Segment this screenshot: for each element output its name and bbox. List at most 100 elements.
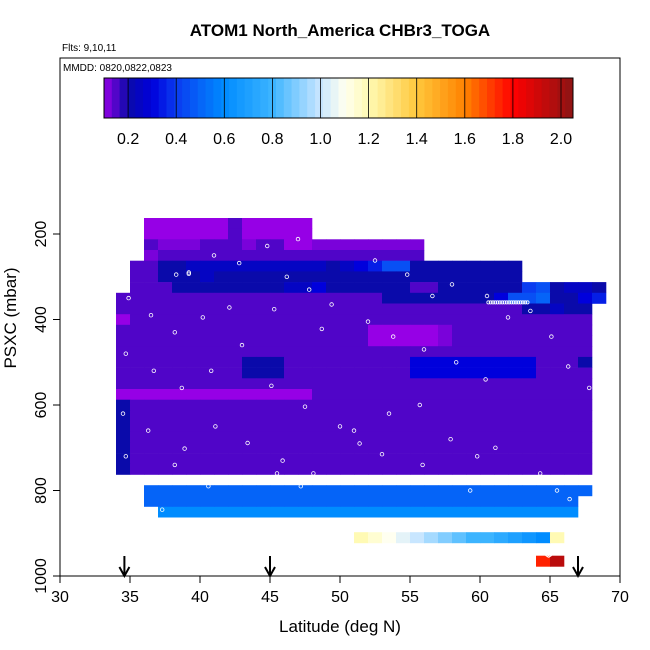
heatmap-cell xyxy=(410,442,425,454)
sample-point xyxy=(295,236,301,242)
heatmap-cell xyxy=(452,335,467,347)
heatmap-cell xyxy=(564,453,579,465)
heatmap-cell xyxy=(452,271,467,283)
colorbar-segment xyxy=(221,78,230,118)
heatmap-cell xyxy=(284,314,299,326)
heatmap-cell xyxy=(116,335,131,347)
heatmap-cell xyxy=(578,421,593,432)
heatmap-cell xyxy=(522,314,537,326)
heatmap-cell xyxy=(214,239,229,251)
heatmap-cell xyxy=(256,506,271,518)
heatmap-cell xyxy=(382,346,397,358)
heatmap-cell xyxy=(522,485,537,497)
heatmap-cell xyxy=(368,367,383,379)
heatmap-cell xyxy=(452,303,467,315)
heatmap-cell xyxy=(424,335,439,347)
heatmap-cell xyxy=(424,431,439,443)
heatmap-cell xyxy=(284,356,299,368)
heatmap-cell xyxy=(130,463,145,475)
heatmap-cell xyxy=(186,292,201,304)
heatmap-cell xyxy=(144,389,159,400)
heatmap-cell xyxy=(326,335,341,347)
sample-point xyxy=(449,282,455,287)
heatmap-cell xyxy=(270,239,285,251)
heatmap-cell xyxy=(564,506,579,518)
heatmap-cell xyxy=(480,410,495,422)
heatmap-cell xyxy=(298,239,313,251)
heatmap-cell xyxy=(396,239,411,251)
heatmap-cell xyxy=(326,260,341,272)
x-tick-label: 70 xyxy=(611,589,629,606)
heatmap-cell xyxy=(186,442,201,454)
heatmap-cell xyxy=(256,218,271,229)
heatmap-cell xyxy=(578,292,593,304)
heatmap-cell xyxy=(158,292,173,304)
x-axis-ticks: 30 35 40 45 50 55 60 65 70 xyxy=(51,576,629,606)
heatmap-cell xyxy=(536,356,551,368)
colorbar-segment xyxy=(408,78,418,118)
heatmap-cell xyxy=(466,485,481,497)
heatmap-cell xyxy=(144,239,159,251)
heatmap-cell xyxy=(438,356,453,368)
heatmap-cell xyxy=(452,431,467,443)
heatmap-cell xyxy=(172,239,187,251)
heatmap-cell xyxy=(368,410,383,422)
heatmap-cell xyxy=(438,389,453,400)
colorbar-segment xyxy=(541,78,550,118)
heatmap-cell xyxy=(550,314,565,326)
heatmap-cell xyxy=(522,356,537,368)
heatmap-cell xyxy=(214,506,229,518)
heatmap-cell xyxy=(340,303,355,315)
down-arrow-icon xyxy=(264,556,276,579)
colorbar-segment xyxy=(424,78,433,118)
y-tick-label: 800 xyxy=(33,477,50,504)
heatmap-cell xyxy=(396,324,411,336)
colorbar-segment xyxy=(463,78,472,118)
heatmap-cell xyxy=(396,485,411,497)
heatmap-cell xyxy=(284,260,299,272)
heatmap-cell xyxy=(536,463,551,475)
heatmap-cell xyxy=(494,532,509,544)
heatmap-cell xyxy=(326,389,341,400)
heatmap-cell xyxy=(578,324,593,336)
heatmap-cell xyxy=(452,506,467,518)
heatmap-cell xyxy=(270,292,285,304)
heatmap-cell xyxy=(522,532,537,544)
heatmap-cell xyxy=(158,378,173,390)
heatmap-cell xyxy=(564,495,579,507)
heatmap-cell xyxy=(522,453,537,465)
sample-point xyxy=(523,300,528,305)
heatmap-cell xyxy=(298,453,313,465)
heatmap-cell xyxy=(312,485,327,497)
heatmap-cell xyxy=(214,431,229,443)
heatmap-cell xyxy=(438,282,453,294)
sample-point xyxy=(518,300,523,305)
heatmap-cell xyxy=(550,453,565,465)
heatmap-cell xyxy=(396,421,411,432)
sample-point xyxy=(386,411,392,416)
heatmap-cell xyxy=(298,228,313,240)
heatmap-cell xyxy=(214,356,229,368)
heatmap-cell xyxy=(480,506,495,518)
heatmap-cell xyxy=(508,292,523,304)
heatmap-cell xyxy=(564,399,579,411)
heatmap-cell xyxy=(130,378,145,390)
heatmap-cell xyxy=(480,292,495,304)
y-tick-label: 600 xyxy=(33,392,50,419)
heatmap-cell xyxy=(452,421,467,432)
heatmap-cell xyxy=(340,410,355,422)
heatmap-cell xyxy=(158,410,173,422)
colorbar-segment xyxy=(213,78,222,118)
sample-point xyxy=(319,326,324,332)
heatmap-cell xyxy=(158,271,173,283)
heatmap-cell xyxy=(270,314,285,326)
heatmap-cell xyxy=(550,495,565,507)
chart-title: ATOM1 North_America CHBr3_TOGA xyxy=(190,21,490,40)
heatmap-cell xyxy=(256,303,271,315)
heatmap-cell xyxy=(158,463,173,475)
heatmap-cell xyxy=(536,335,551,347)
sample-point xyxy=(337,424,343,429)
heatmap-cell xyxy=(564,303,579,315)
heatmap-cell xyxy=(466,389,481,400)
heatmap-cell xyxy=(536,282,551,294)
